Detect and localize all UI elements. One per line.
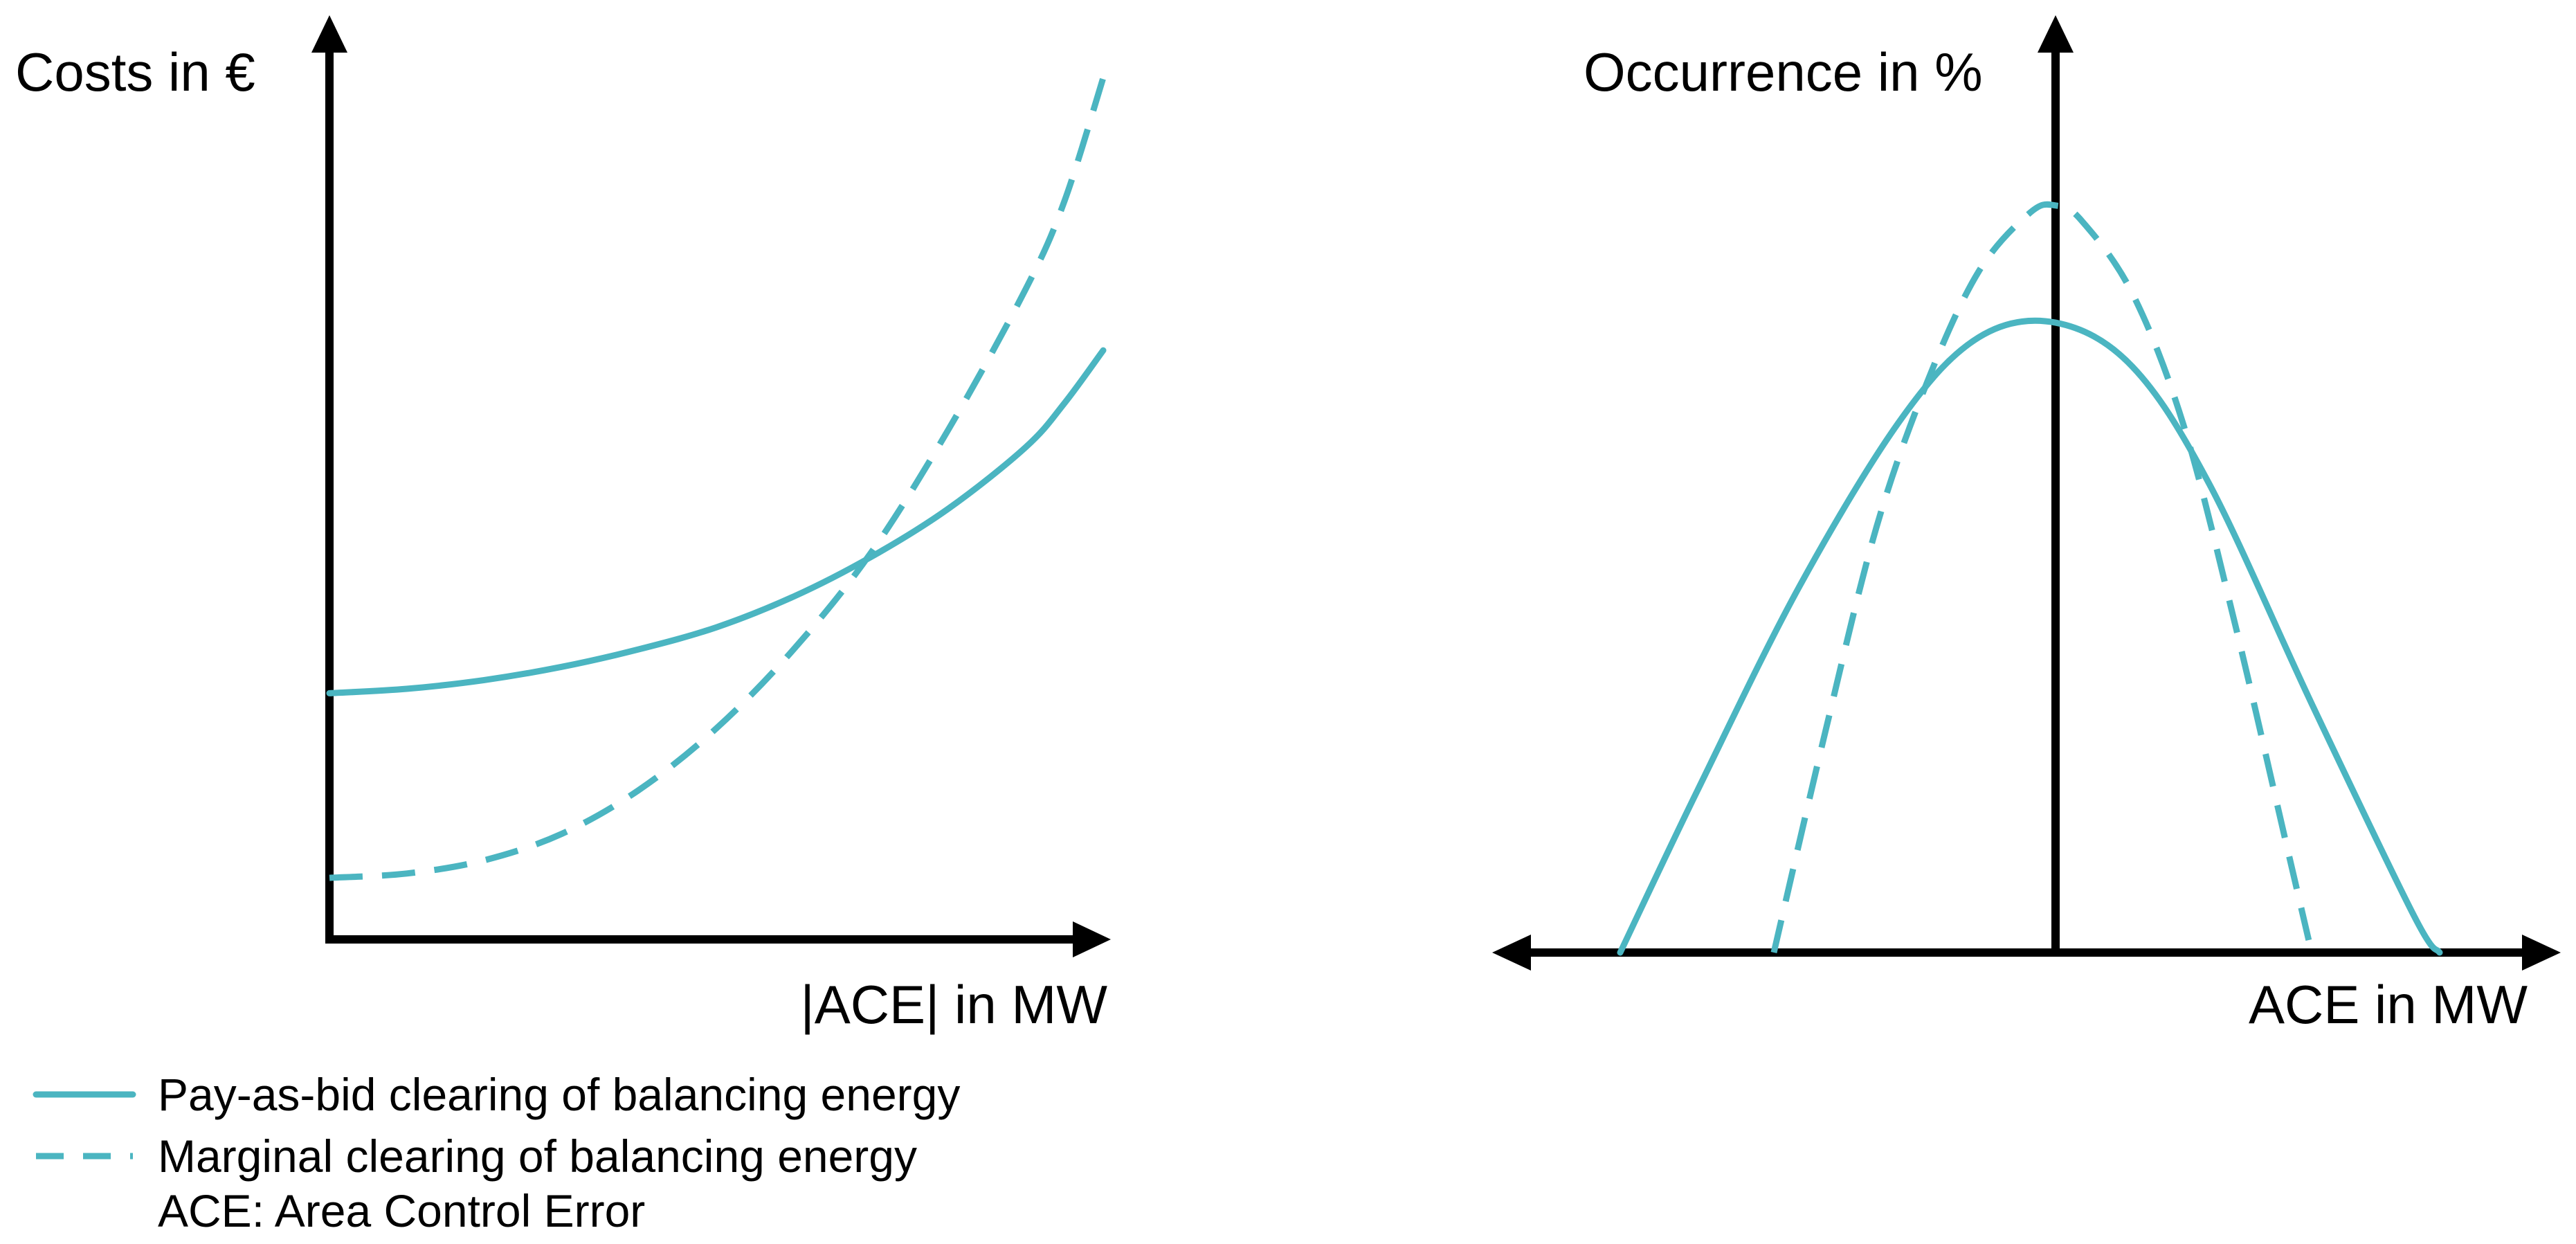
left-marginal-curve [329, 77, 1107, 881]
right-x-axis-right-arrow [2522, 935, 2561, 971]
left-pay-as-bid-curve [326, 347, 1107, 696]
legend-note-ace: ACE: Area Control Error [158, 1185, 645, 1236]
legend: Pay-as-bid clearing of balancing energy … [33, 1069, 960, 1236]
left-y-axis-arrow [311, 15, 347, 53]
legend-label-pay-as-bid: Pay-as-bid clearing of balancing energy [158, 1069, 960, 1120]
left-x-axis-label: |ACE| in MW [800, 974, 1107, 1035]
legend-label-marginal: Marginal clearing of balancing energy [158, 1130, 917, 1182]
right-pay-as-bid-curve [1617, 317, 2443, 956]
right-y-axis-arrow [2038, 15, 2074, 53]
right-marginal-curve [1770, 201, 2315, 954]
right-chart: Occurrence in % ACE in MW [1492, 15, 2561, 1035]
right-x-axis-label: ACE in MW [2249, 974, 2528, 1035]
right-y-axis-label: Occurrence in % [1584, 42, 1983, 102]
left-x-axis-arrow [1073, 921, 1111, 957]
right-x-axis-left-arrow [1492, 935, 1531, 971]
left-y-axis-label: Costs in € [15, 42, 255, 102]
left-chart: Costs in € |ACE| in MW [15, 15, 1111, 1035]
